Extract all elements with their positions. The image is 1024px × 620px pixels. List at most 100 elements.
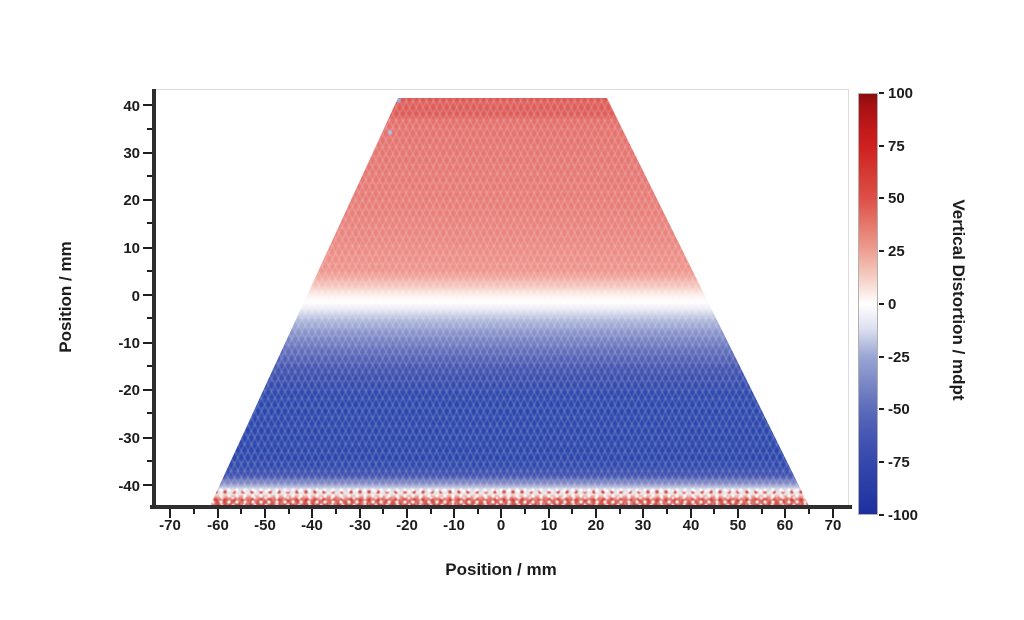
x-axis-minor-tick xyxy=(430,509,432,514)
y-axis-line xyxy=(152,89,156,509)
x-axis-minor-tick xyxy=(619,509,621,514)
x-axis-minor-tick xyxy=(288,509,290,514)
x-tick-label: -10 xyxy=(443,517,465,534)
x-tick-label: 10 xyxy=(540,517,558,534)
y-axis-tick xyxy=(143,247,152,249)
x-tick-label: 70 xyxy=(824,517,842,534)
colorbar-tick xyxy=(879,408,884,410)
x-tick-label: 20 xyxy=(587,517,605,534)
x-axis-minor-tick xyxy=(761,509,763,514)
colorbar-tick xyxy=(879,461,884,463)
x-tick-label: 60 xyxy=(776,517,794,534)
x-axis-tick xyxy=(406,509,408,518)
y-axis-minor-tick xyxy=(147,412,152,414)
x-tick-label: 30 xyxy=(634,517,652,534)
x-tick-label: -40 xyxy=(301,517,323,534)
x-axis-tick xyxy=(217,509,219,518)
x-axis-tick xyxy=(453,509,455,518)
x-axis-minor-tick xyxy=(571,509,573,514)
y-axis-tick xyxy=(143,199,152,201)
x-axis-tick xyxy=(737,509,739,518)
y-axis-tick xyxy=(143,389,152,391)
colorbar-tick xyxy=(879,197,884,199)
colorbar-tick xyxy=(879,250,884,252)
x-tick-label: 40 xyxy=(682,517,700,534)
heatmap-blue-speck xyxy=(395,98,401,102)
x-axis-minor-tick xyxy=(193,509,195,514)
y-axis-tick xyxy=(143,294,152,296)
y-axis-tick xyxy=(143,342,152,344)
colorbar-tick xyxy=(879,303,884,305)
x-tick-label: -70 xyxy=(159,517,181,534)
colorbar-tick-label: -25 xyxy=(888,349,910,366)
y-axis-tick xyxy=(143,437,152,439)
y-tick-label: 10 xyxy=(123,240,140,257)
x-axis-tick xyxy=(548,509,550,518)
x-axis-minor-tick xyxy=(524,509,526,514)
y-axis-tick xyxy=(143,152,152,154)
x-axis-title: Position / mm xyxy=(445,560,557,579)
y-axis-minor-tick xyxy=(147,270,152,272)
x-axis-tick xyxy=(595,509,597,518)
y-axis-minor-tick xyxy=(147,317,152,319)
y-axis-tick xyxy=(143,484,152,486)
y-axis-title: Position / mm xyxy=(56,241,75,353)
x-axis-minor-tick xyxy=(382,509,384,514)
colorbar-tick xyxy=(879,514,884,516)
x-axis-tick xyxy=(784,509,786,518)
colorbar-tick xyxy=(879,356,884,358)
x-axis-tick xyxy=(500,509,502,518)
y-tick-label: 30 xyxy=(123,145,140,162)
colorbar-tick-label: -50 xyxy=(888,401,910,418)
x-tick-label: -30 xyxy=(349,517,371,534)
y-axis-minor-tick xyxy=(147,128,152,130)
colorbar-tick-label: -75 xyxy=(888,454,910,471)
colorbar-tick-label: 75 xyxy=(888,138,905,155)
y-tick-label: 0 xyxy=(131,288,140,305)
x-axis-tick xyxy=(359,509,361,518)
colorbar-tick xyxy=(879,145,884,147)
x-axis-minor-tick xyxy=(713,509,715,514)
x-tick-label: 0 xyxy=(496,517,506,534)
colorbar-tick-label: -100 xyxy=(888,507,919,524)
x-axis-minor-tick xyxy=(240,509,242,514)
y-axis-tick xyxy=(143,104,152,106)
heatmap-trapezoid xyxy=(210,98,809,506)
y-axis-minor-tick xyxy=(147,365,152,367)
x-axis-tick xyxy=(264,509,266,518)
y-tick-label: 40 xyxy=(123,98,140,115)
y-tick-label: -40 xyxy=(118,478,140,495)
plot-area xyxy=(155,89,849,508)
colorbar-tick-label: 0 xyxy=(888,296,897,313)
x-axis-minor-tick xyxy=(808,509,810,514)
colorbar xyxy=(858,93,878,515)
heatmap-blue-speck xyxy=(388,130,392,135)
heatmap-bottom-speckle xyxy=(210,488,809,506)
x-axis-tick xyxy=(832,509,834,518)
colorbar-tick-label: 25 xyxy=(888,243,905,260)
colorbar-tick xyxy=(879,92,884,94)
y-axis-minor-tick xyxy=(147,175,152,177)
x-tick-label: -20 xyxy=(396,517,418,534)
x-axis-line xyxy=(150,505,852,509)
colorbar-tick-label: 50 xyxy=(888,190,905,207)
y-axis-minor-tick xyxy=(147,222,152,224)
x-tick-label: -50 xyxy=(254,517,276,534)
colorbar-tick-label: 100 xyxy=(888,85,914,102)
y-tick-label: 20 xyxy=(123,192,140,209)
y-tick-label: -10 xyxy=(118,335,140,352)
x-tick-label: -60 xyxy=(207,517,229,534)
x-axis-tick xyxy=(311,509,313,518)
x-axis-tick xyxy=(642,509,644,518)
colorbar-title: Vertical Distortion / mdpt xyxy=(949,199,968,401)
y-tick-label: -20 xyxy=(118,382,140,399)
y-axis-minor-tick xyxy=(147,460,152,462)
x-axis-minor-tick xyxy=(666,509,668,514)
x-axis-tick xyxy=(169,509,171,518)
x-axis-minor-tick xyxy=(335,509,337,514)
x-axis-minor-tick xyxy=(477,509,479,514)
y-tick-label: -30 xyxy=(118,430,140,447)
x-axis-tick xyxy=(690,509,692,518)
x-tick-label: 50 xyxy=(729,517,747,534)
